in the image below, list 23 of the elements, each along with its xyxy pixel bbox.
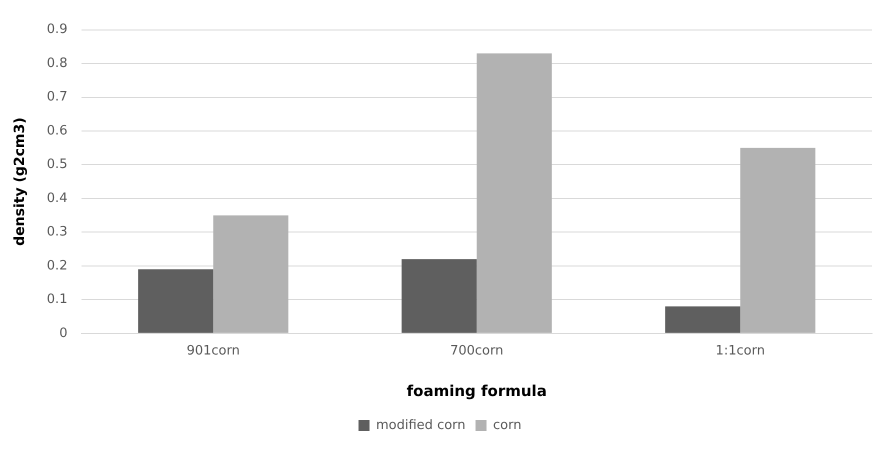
bar [665,306,740,333]
y-tick-label: 0.6 [46,123,68,138]
y-tick-label: 0.7 [46,90,68,105]
y-tick-label: 0.1 [46,292,68,308]
bar [213,215,288,333]
y-axis-title: density (g2cm3) [12,117,28,246]
bar [402,259,477,333]
y-tick-label: 0.3 [46,224,68,240]
legend-label: modified corn [376,418,466,433]
legend-label: corn [493,418,522,433]
y-tick-label: 0.9 [46,22,68,38]
x-tick-label: 700corn [450,344,504,359]
y-tick-label: 0.2 [46,258,68,274]
x-tick-label: 901corn [186,344,240,359]
bar [138,269,214,333]
bar [740,148,816,333]
y-tick-label: 0.4 [46,190,68,206]
y-tick-label: 0 [59,326,68,341]
bar [476,53,552,333]
x-axis-title: foaming formula [406,382,547,400]
y-tick-label: 0.8 [46,56,68,71]
y-tick-label: 0.5 [46,157,68,172]
x-tick-label: 1:1corn [716,344,765,359]
